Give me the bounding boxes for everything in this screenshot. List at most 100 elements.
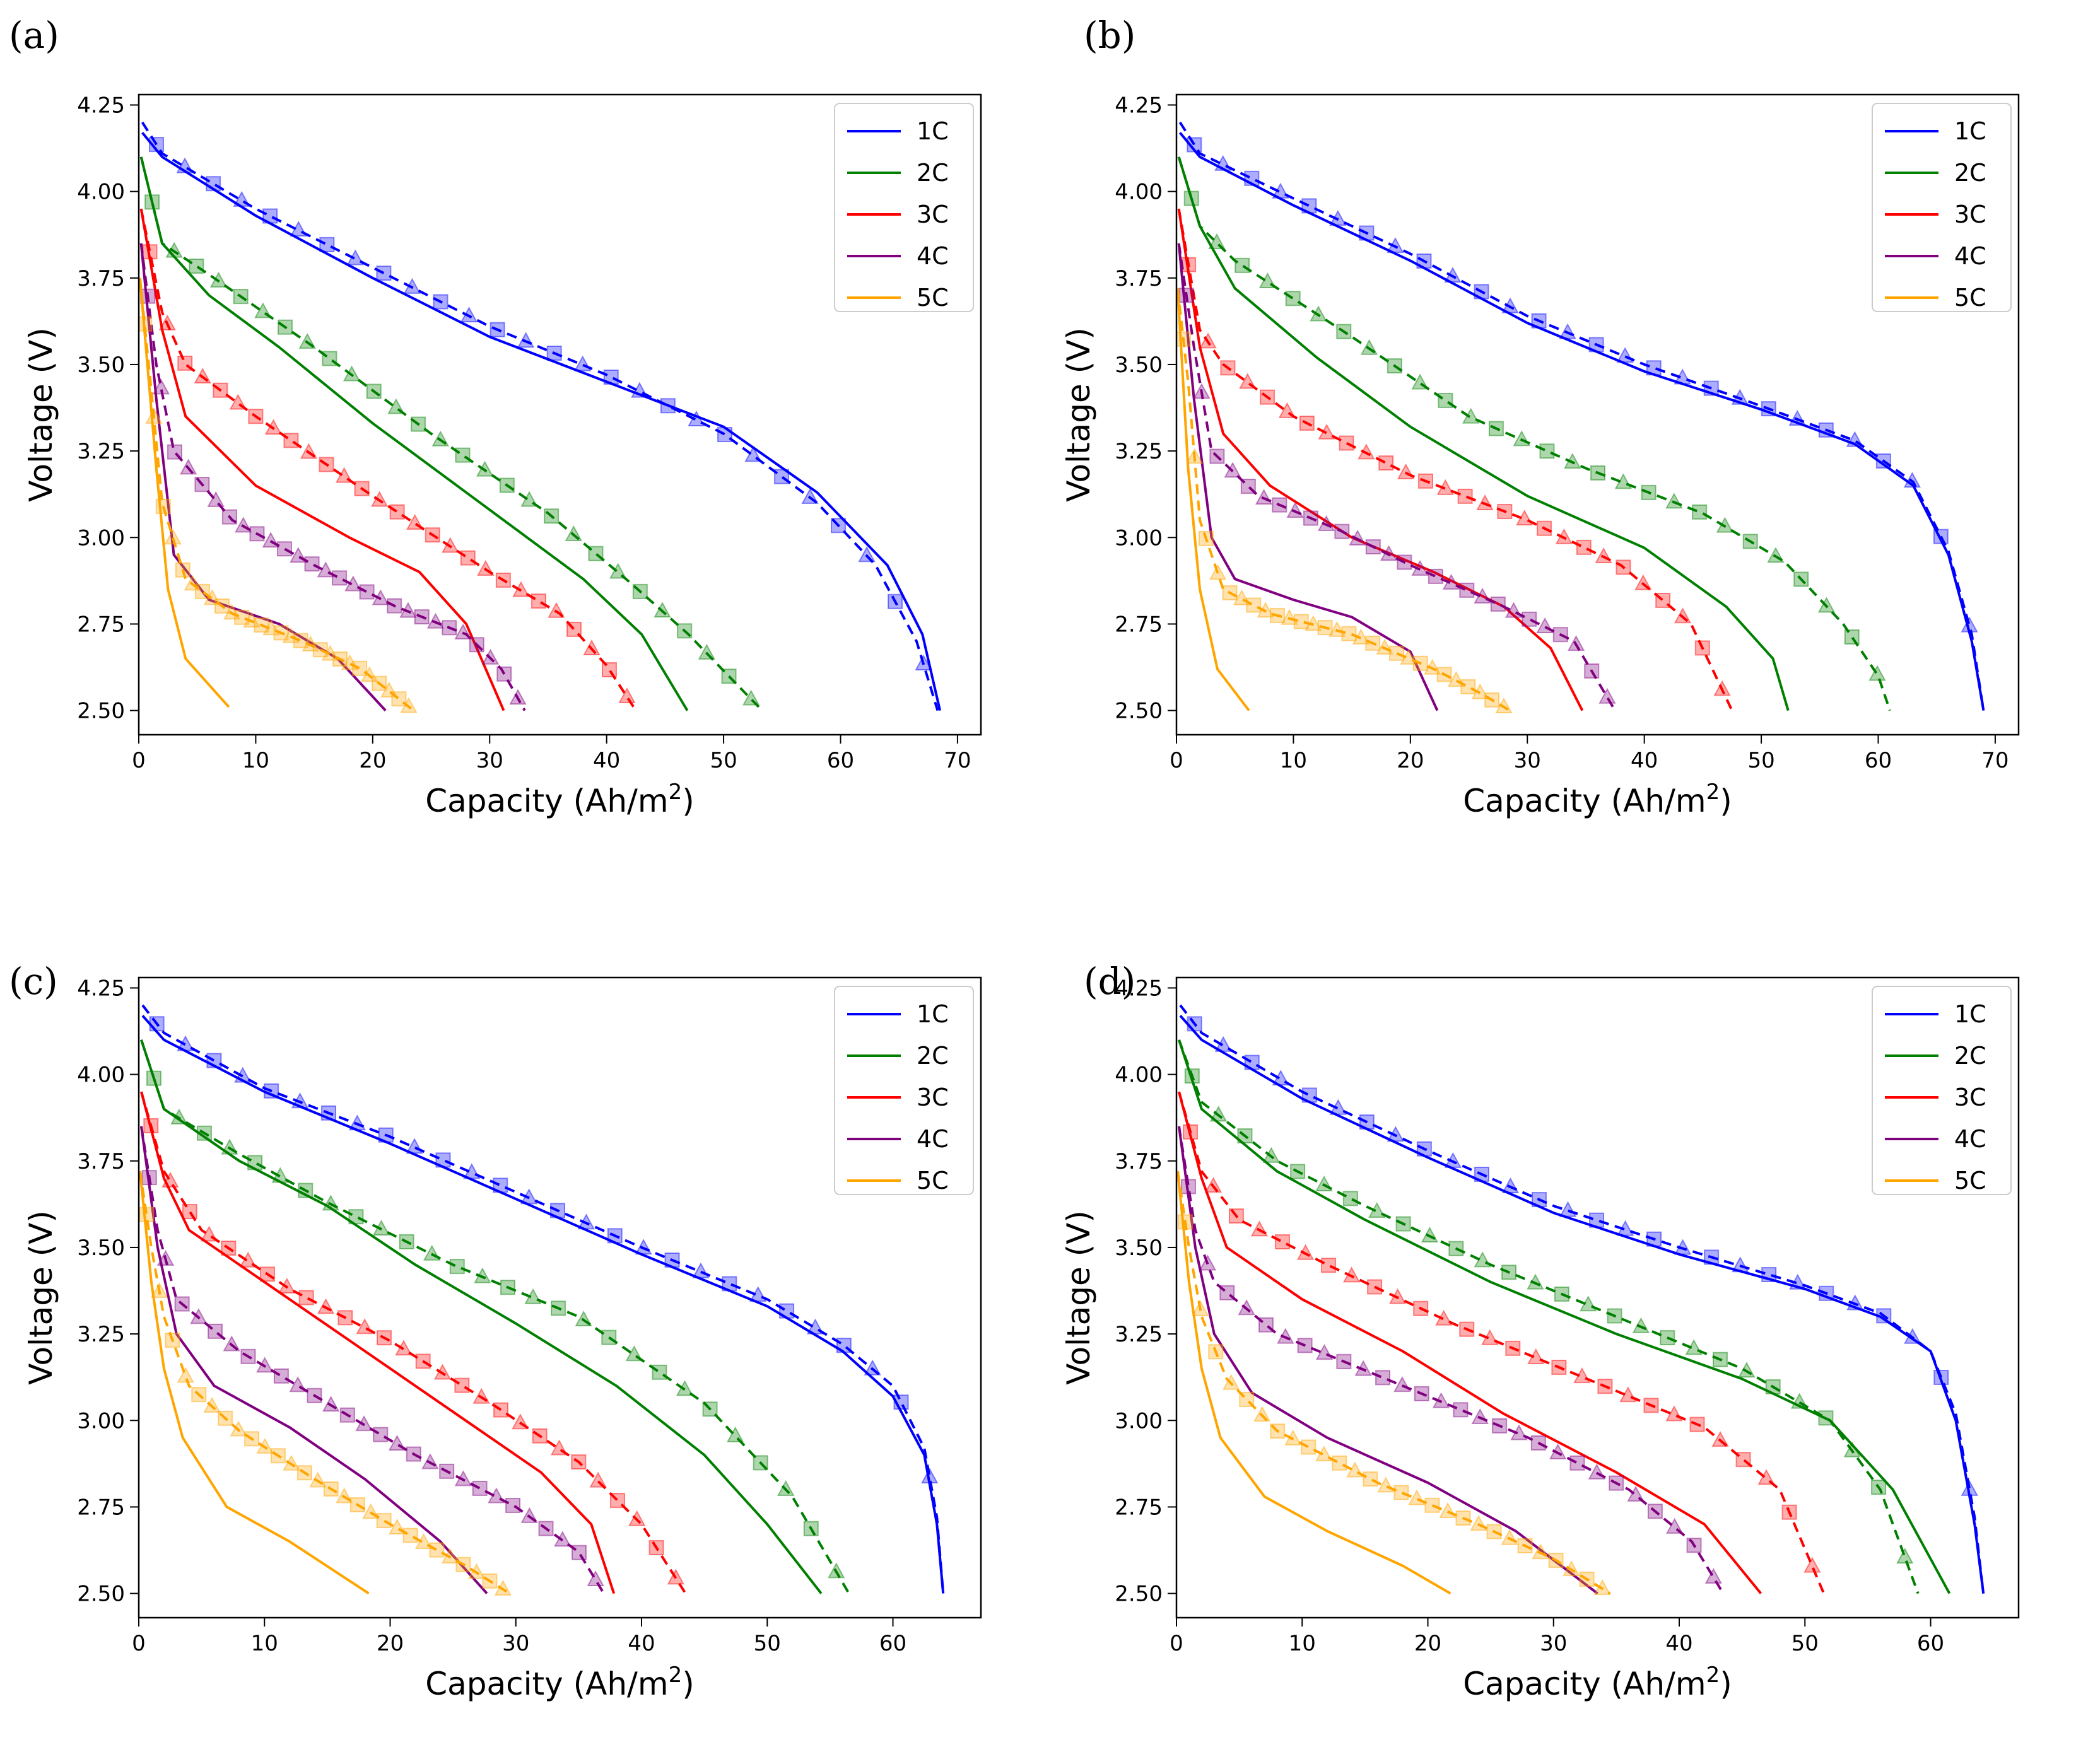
series-marker-triangle <box>1199 1254 1217 1271</box>
plot-area <box>139 1004 945 1596</box>
series-marker-square <box>359 584 375 600</box>
series-marker-square <box>495 572 511 588</box>
series-marker-triangle <box>1315 1344 1334 1360</box>
series-marker-square <box>221 509 237 525</box>
series-marker-triangle <box>145 407 163 424</box>
series-marker-triangle <box>1532 1543 1549 1560</box>
series-marker-triangle <box>575 1310 592 1327</box>
series-marker-square <box>1819 1285 1834 1301</box>
series-marker-square <box>493 1402 509 1418</box>
series-marker-triangle <box>1713 680 1731 696</box>
series-marker-triangle <box>1476 494 1494 510</box>
series-marker-square <box>836 1338 852 1353</box>
series-marker-square <box>1588 337 1604 353</box>
legend-label-5C: 5C <box>917 1167 949 1194</box>
series-marker-triangle <box>152 378 170 395</box>
series-marker-triangle <box>463 1163 481 1179</box>
series-marker-triangle <box>1516 510 1534 526</box>
series-marker-square <box>373 1427 389 1442</box>
series-marker-triangle <box>421 1453 439 1469</box>
series-marker-triangle <box>1579 1295 1597 1312</box>
series-marker-triangle <box>229 394 247 410</box>
x-tick-label: 70 <box>944 748 971 773</box>
series-marker-triangle <box>454 1470 472 1487</box>
series-marker-square <box>1517 1538 1533 1553</box>
series-marker-triangle <box>625 1345 643 1362</box>
x-axis-label: Capacity (Ah/m2) <box>425 1662 695 1702</box>
series-marker-triangle <box>1868 665 1886 681</box>
series-marker-triangle <box>1387 1126 1405 1142</box>
series-marker-triangle <box>1634 574 1652 590</box>
series-marker-square <box>702 1401 718 1417</box>
x-tick-label: 60 <box>879 1631 906 1656</box>
series-marker-square <box>348 1209 364 1225</box>
series-marker-triangle <box>423 1244 441 1261</box>
series-marker-square <box>278 319 293 335</box>
series-marker-square <box>1492 1418 1508 1434</box>
series-marker-square <box>376 266 392 281</box>
series-marker-square <box>1761 1267 1777 1283</box>
series-marker-square <box>532 1428 548 1444</box>
series-marker-triangle <box>343 365 361 382</box>
series-marker-triangle <box>1471 1408 1489 1425</box>
series-marker-square <box>425 527 440 543</box>
y-tick-label: 2.75 <box>77 612 125 637</box>
legend-label-3C: 3C <box>1954 1084 1986 1111</box>
series-marker-square <box>1375 1370 1391 1386</box>
series-marker-triangle <box>1616 347 1634 363</box>
y-tick-label: 3.75 <box>77 266 125 291</box>
series-marker-square <box>208 1323 223 1339</box>
series-marker-triangle <box>828 1562 845 1579</box>
series-marker-square <box>144 194 160 210</box>
series-marker-square <box>273 1368 289 1384</box>
series-marker-triangle <box>254 302 272 318</box>
y-axis-label: Voltage (V) <box>1060 1210 1097 1385</box>
series-marker-square <box>248 409 264 424</box>
series-marker-triangle <box>256 1437 274 1454</box>
series-marker-triangle <box>1310 305 1327 322</box>
series-marker-square <box>1303 510 1318 526</box>
y-tick-label: 2.50 <box>77 699 125 724</box>
x-tick-label: 30 <box>1514 748 1541 773</box>
series-marker-triangle <box>920 1468 939 1484</box>
series-marker-triangle <box>207 491 225 507</box>
series-marker-square <box>455 447 471 463</box>
series-marker-triangle <box>676 1380 694 1396</box>
series-marker-square <box>240 1348 256 1364</box>
series-marker-square <box>499 477 515 493</box>
legend-label-3C: 3C <box>1954 201 1986 228</box>
series-marker-square <box>1933 529 1949 544</box>
series-marker-square <box>1655 592 1671 608</box>
series-marker-triangle <box>1208 233 1226 249</box>
x-tick-label: 30 <box>502 1631 529 1656</box>
x-tick-label: 60 <box>827 748 854 773</box>
series-marker-square <box>175 562 191 578</box>
series-marker-triangle <box>1559 1201 1577 1217</box>
series-marker-triangle <box>1563 1560 1580 1577</box>
series-marker-square <box>1424 1497 1440 1513</box>
series-line-3C-dashed <box>1177 208 1733 711</box>
series-marker-triangle <box>431 430 449 447</box>
y-tick-label: 2.75 <box>1115 1495 1163 1520</box>
series-marker-triangle <box>1504 602 1523 618</box>
y-tick-label: 4.25 <box>77 976 125 1001</box>
axes-frame <box>138 93 982 736</box>
series-marker-triangle <box>512 581 530 597</box>
series-marker-square <box>194 583 210 599</box>
series-marker-triangle <box>1277 1328 1294 1344</box>
series-marker-triangle <box>1239 373 1257 389</box>
series-marker-triangle <box>300 443 318 459</box>
x-tick-label: 30 <box>476 748 503 773</box>
series-marker-triangle <box>239 1251 257 1268</box>
y-tick-label: 3.25 <box>77 1322 125 1347</box>
series-marker-square <box>803 1521 819 1536</box>
series-marker-square <box>1219 1285 1235 1300</box>
series-marker-square <box>1742 534 1758 549</box>
series-line-5C-dashed <box>139 277 414 712</box>
series-marker-triangle <box>618 687 636 704</box>
series-marker-triangle <box>348 1114 367 1131</box>
series-marker-square <box>1597 1379 1613 1394</box>
legend-label-4C: 4C <box>1954 242 1986 270</box>
series-marker-square <box>455 1557 471 1572</box>
x-tick-label: 10 <box>251 1631 278 1656</box>
